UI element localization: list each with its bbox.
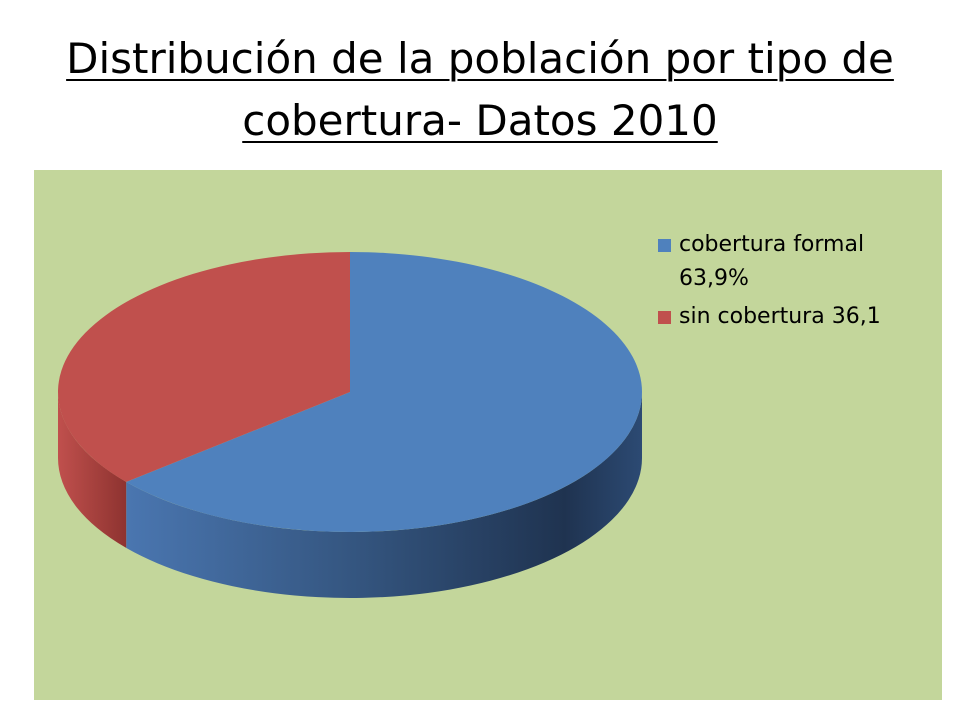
legend-label: sin cobertura 36,1 — [679, 304, 881, 329]
legend-swatch — [658, 239, 671, 252]
pie-chart — [57, 252, 643, 598]
legend-item: cobertura formal 63,9% — [658, 228, 928, 296]
legend-item: sin cobertura 36,1 — [658, 300, 928, 334]
chart-area: cobertura formal 63,9% sin cobertura 36,… — [34, 170, 942, 700]
legend-label: cobertura formal 63,9% — [679, 232, 865, 291]
chart-title: Distribución de la población por tipo de… — [66, 34, 894, 145]
pie-slice — [57, 252, 350, 482]
pie-slice-side — [126, 392, 643, 598]
pie-slice — [126, 252, 643, 532]
legend-swatch — [658, 311, 671, 324]
legend: cobertura formal 63,9% sin cobertura 36,… — [658, 228, 928, 338]
pie-slice-side — [58, 392, 127, 548]
